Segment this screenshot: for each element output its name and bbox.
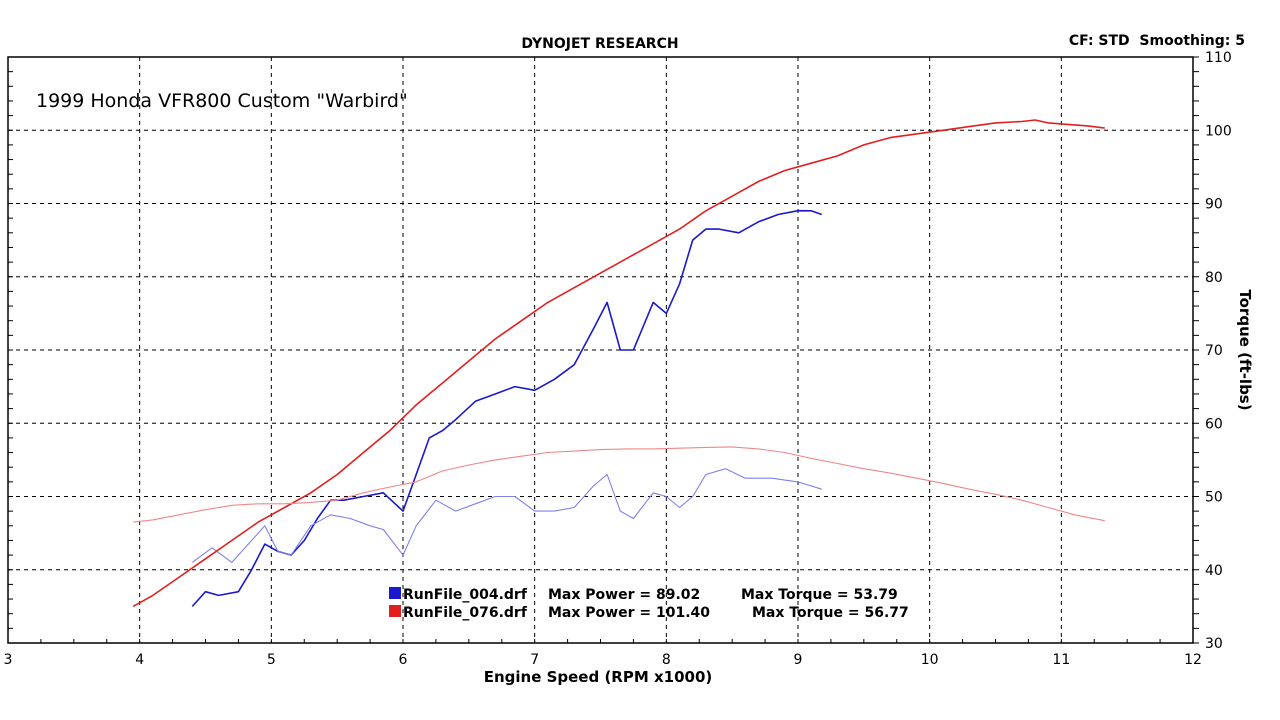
series-line-1-torque	[191, 468, 822, 563]
legend-swatch-red	[389, 605, 401, 617]
x-axis-ticks: 3 4 5 6 7 8 9 10 11 12	[4, 652, 1202, 668]
y-tick-label: 80	[1205, 270, 1223, 286]
x-tick-label: 5	[267, 652, 276, 668]
x-tick-label: 10	[921, 652, 939, 668]
x-tick-label: 6	[399, 652, 408, 668]
y-tick-label: 60	[1205, 416, 1223, 432]
x-tick-label: 7	[530, 652, 539, 668]
x-tick-label: 8	[662, 652, 671, 668]
legend-power-1: Max Power = 101.40	[548, 605, 710, 621]
y-tick-label: 40	[1205, 563, 1223, 579]
y-tick-label: 70	[1205, 343, 1223, 359]
legend-file-1: RunFile_076.drf	[403, 605, 528, 621]
y-axis-label: Torque (ft-lbs)	[1236, 289, 1254, 410]
legend-file-0: RunFile_004.drf	[403, 587, 528, 603]
chart-annotation: 1999 Honda VFR800 Custom "Warbird"	[36, 90, 408, 112]
y-tick-label: 90	[1205, 197, 1223, 213]
x-tick-label: 9	[794, 652, 803, 668]
series-line-0-power	[191, 209, 822, 607]
chart-title: DYNOJET RESEARCH	[521, 36, 678, 52]
legend-torque-0: Max Torque = 53.79	[741, 587, 898, 603]
series-line-2-power	[132, 119, 1105, 608]
x-tick-label: 11	[1052, 652, 1070, 668]
y-tick-label: 50	[1205, 490, 1223, 506]
x-tick-label: 3	[4, 652, 13, 668]
y-tick-label: 30	[1205, 636, 1223, 652]
series-line-3-torque	[133, 446, 1105, 523]
y-tick-label: 110	[1205, 50, 1232, 66]
legend-swatch-blue	[389, 587, 401, 599]
grid-lines	[8, 57, 1193, 643]
legend: RunFile_004.drf Max Power = 89.02 Max To…	[389, 587, 909, 621]
plot-frame	[7, 56, 1199, 644]
dyno-curves	[132, 119, 1105, 608]
y-tick-label: 100	[1205, 123, 1232, 139]
x-tick-label: 12	[1184, 652, 1202, 668]
x-axis-label: Engine Speed (RPM x1000)	[484, 668, 713, 686]
settings-label: CF: STD Smoothing: 5	[1069, 33, 1245, 49]
legend-torque-1: Max Torque = 56.77	[752, 605, 909, 621]
legend-power-0: Max Power = 89.02	[548, 587, 700, 603]
y-axis-ticks: 30 40 50 60 70 80 90 100 110	[1205, 50, 1232, 652]
x-tick-label: 4	[135, 652, 144, 668]
